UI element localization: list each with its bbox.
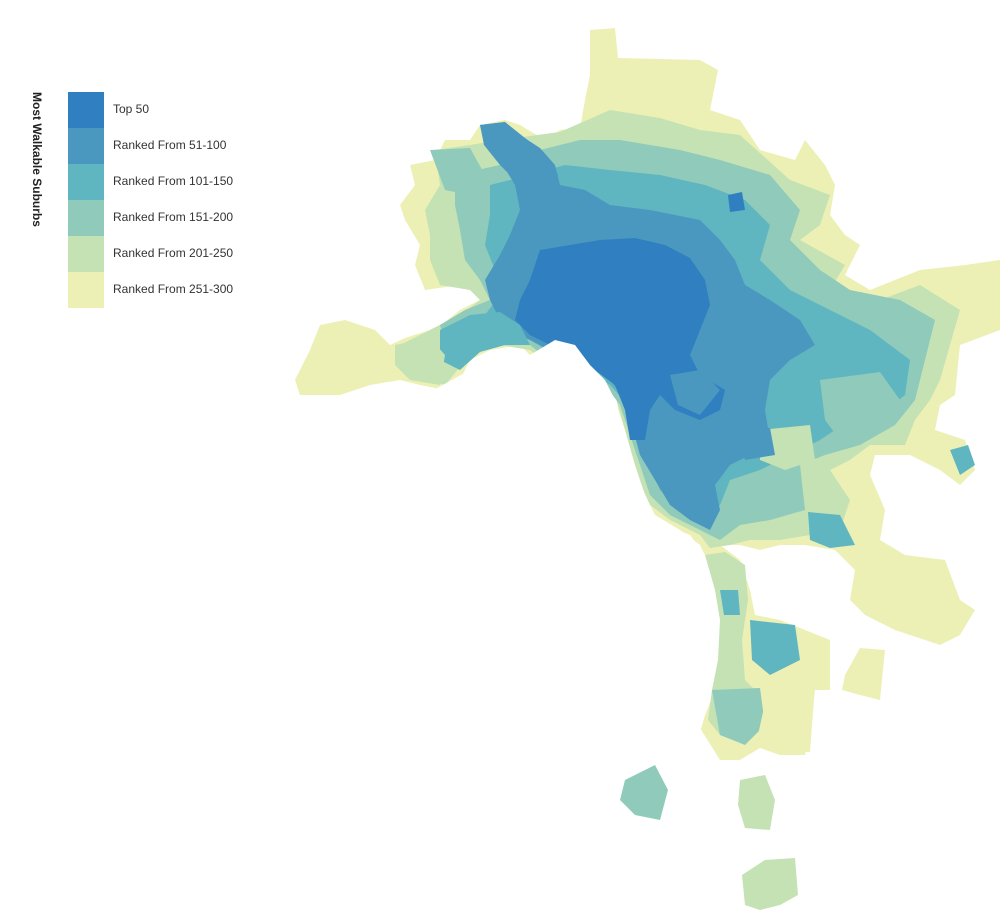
legend-item-201-250: Ranked From 201-250: [68, 236, 268, 272]
suburb-region: [842, 648, 885, 700]
legend-item-top-50: Top 50: [68, 92, 268, 128]
suburb-region: [742, 858, 798, 910]
legend-swatch: [68, 272, 104, 308]
legend-label: Ranked From 101-150: [113, 174, 234, 188]
suburb-region: [720, 590, 740, 615]
suburb-region: [440, 312, 530, 370]
legend-item-151-200: Ranked From 151-200: [68, 200, 268, 236]
legend-label: Ranked From 51-100: [113, 138, 227, 152]
legend-label: Top 50: [113, 102, 150, 116]
legend-swatch: [68, 236, 104, 272]
legend-swatch: [68, 164, 104, 200]
suburb-region: [712, 688, 765, 745]
suburb-region: [480, 122, 558, 195]
suburb-region: [758, 680, 815, 752]
legend-item-251-300: Ranked From 251-300: [68, 272, 268, 308]
suburb-region: [738, 775, 775, 830]
suburb-region: [515, 238, 725, 440]
legend-label: Ranked From 201-250: [113, 246, 234, 260]
suburb-region: [620, 765, 668, 820]
legend-swatch: [68, 128, 104, 164]
suburb-region: [728, 192, 745, 212]
legend-swatch: [68, 200, 104, 236]
legend-swatch: [68, 92, 104, 128]
legend-label: Ranked From 151-200: [113, 210, 234, 224]
suburb-region: [760, 425, 815, 470]
legend-label: Ranked From 251-300: [113, 282, 234, 296]
legend-item-51-100: Ranked From 51-100: [68, 128, 268, 164]
suburb-region: [395, 338, 445, 385]
legend-item-101-150: Ranked From 101-150: [68, 164, 268, 200]
suburb-region: [670, 370, 720, 415]
suburb-region: [750, 620, 800, 675]
suburb-region: [735, 428, 775, 460]
bay-water: [250, 340, 722, 820]
suburb-region: [950, 445, 975, 475]
suburb-region: [808, 512, 855, 548]
suburb-region: [820, 372, 900, 440]
suburb-region: [430, 148, 485, 195]
